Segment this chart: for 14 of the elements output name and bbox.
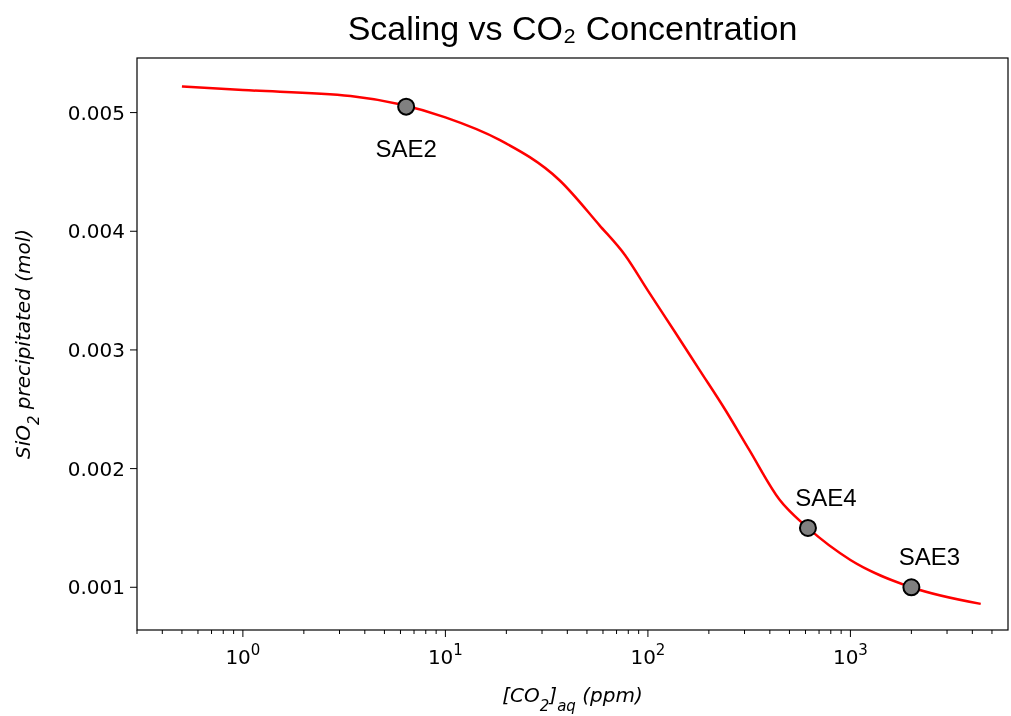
annotation: SAE3: [898, 543, 961, 571]
x-axis-title: [CO$_{2}$]$_{aq}$ (ppm): [502, 683, 643, 715]
y-tick-label: 0.005: [67, 100, 125, 125]
annotation: SAE4: [795, 483, 857, 511]
annotation: SAE2: [375, 134, 437, 162]
x-tick-label: 10$^{1}$: [427, 641, 463, 669]
y-tick-label: 0.004: [67, 219, 125, 244]
y-tick-label: 0.001: [67, 575, 125, 600]
chart-title: Scaling vs CO₂ Concentration: [347, 9, 798, 47]
x-tick-label: 10$^{0}$: [225, 641, 261, 669]
x-tick-label: 10$^{2}$: [630, 641, 666, 669]
x-tick-label: 10$^{3}$: [832, 641, 868, 669]
y-tick-label: 0.002: [67, 456, 125, 481]
y-tick-label: 0.003: [67, 337, 125, 362]
